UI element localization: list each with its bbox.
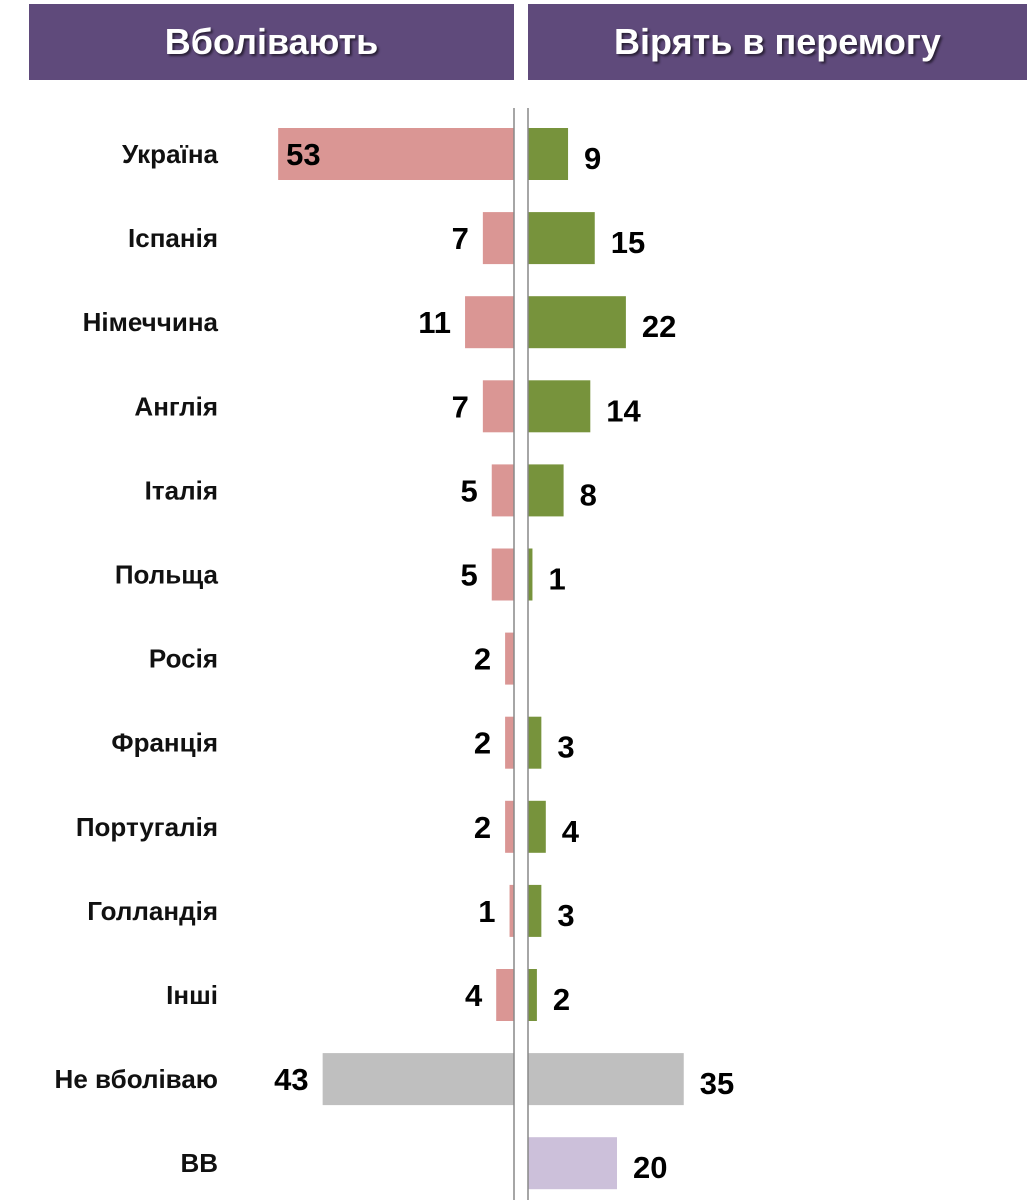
believe-value-label: 20 bbox=[633, 1150, 667, 1185]
category-label: Росія bbox=[149, 644, 218, 674]
support-bar bbox=[482, 380, 514, 433]
support-value-label: 7 bbox=[452, 389, 469, 424]
category-label: Португалія bbox=[76, 812, 218, 842]
believe-value-label: 14 bbox=[606, 393, 641, 428]
header-support: Вболівають bbox=[29, 4, 514, 80]
category-label: Польща bbox=[115, 560, 219, 590]
support-value-label: 2 bbox=[474, 726, 491, 761]
category-label: Голландія bbox=[87, 896, 218, 926]
believe-value-label: 15 bbox=[611, 225, 645, 260]
category-label: Франція bbox=[111, 728, 218, 758]
header-believe: Вірять в перемогу bbox=[528, 4, 1027, 80]
category-label: Англія bbox=[134, 391, 218, 421]
category-label: Італія bbox=[145, 475, 218, 505]
believe-bar bbox=[528, 1137, 617, 1190]
believe-value-label: 3 bbox=[557, 730, 574, 765]
believe-bar bbox=[528, 212, 595, 265]
support-value-label: 2 bbox=[474, 642, 491, 677]
support-value-label: 2 bbox=[474, 810, 491, 845]
believe-bar bbox=[528, 296, 626, 349]
category-labels: Україна Іспанія Німеччина Англія Італія Польщ… bbox=[55, 139, 219, 1178]
category-label: Іспанія bbox=[128, 223, 218, 253]
support-bar bbox=[482, 212, 514, 265]
support-bar bbox=[505, 800, 514, 853]
category-label: Інші bbox=[166, 980, 218, 1010]
support-value-label: 5 bbox=[461, 558, 478, 593]
believe-bar bbox=[528, 380, 591, 433]
support-value-label: 1 bbox=[478, 894, 495, 929]
support-value-label: 11 bbox=[418, 305, 451, 340]
support-value-label: 53 bbox=[286, 137, 320, 172]
category-label: Німеччина bbox=[83, 307, 219, 337]
support-value-label: 7 bbox=[452, 221, 469, 256]
category-label: ВВ bbox=[180, 1148, 218, 1178]
support-bar bbox=[465, 296, 514, 349]
believe-value-label: 9 bbox=[584, 141, 601, 176]
support-bar bbox=[491, 548, 514, 601]
believe-bar bbox=[528, 128, 569, 180]
believe-bar bbox=[528, 548, 533, 601]
believe-value-label: 2 bbox=[553, 982, 570, 1017]
believe-bar bbox=[528, 464, 564, 517]
believe-value-label: 22 bbox=[642, 309, 676, 344]
support-value-label: 5 bbox=[461, 473, 478, 508]
believe-bar bbox=[528, 800, 546, 853]
believe-value-label: 1 bbox=[548, 562, 565, 597]
believe-value-label: 8 bbox=[580, 477, 597, 512]
support-bar bbox=[491, 464, 514, 517]
believe-value-label: 3 bbox=[557, 898, 574, 933]
support-value-label: 43 bbox=[274, 1062, 308, 1097]
believe-value-label: 35 bbox=[700, 1066, 734, 1101]
support-bar bbox=[322, 1053, 514, 1106]
believe-bar bbox=[528, 1053, 684, 1106]
support-value-label: 4 bbox=[465, 978, 483, 1013]
believe-bar bbox=[528, 716, 542, 769]
believe-bar bbox=[528, 969, 537, 1021]
support-bar bbox=[278, 128, 514, 180]
support-bar bbox=[505, 632, 514, 685]
category-label: Не вболіваю bbox=[55, 1064, 218, 1094]
support-bar bbox=[496, 969, 514, 1021]
support-bars bbox=[278, 128, 514, 1106]
support-bar bbox=[505, 716, 514, 769]
category-label: Україна bbox=[122, 139, 219, 169]
believe-value-label: 4 bbox=[562, 814, 580, 849]
support-bar bbox=[509, 884, 514, 937]
believe-bars bbox=[528, 128, 684, 1190]
believe-bar bbox=[528, 884, 542, 937]
